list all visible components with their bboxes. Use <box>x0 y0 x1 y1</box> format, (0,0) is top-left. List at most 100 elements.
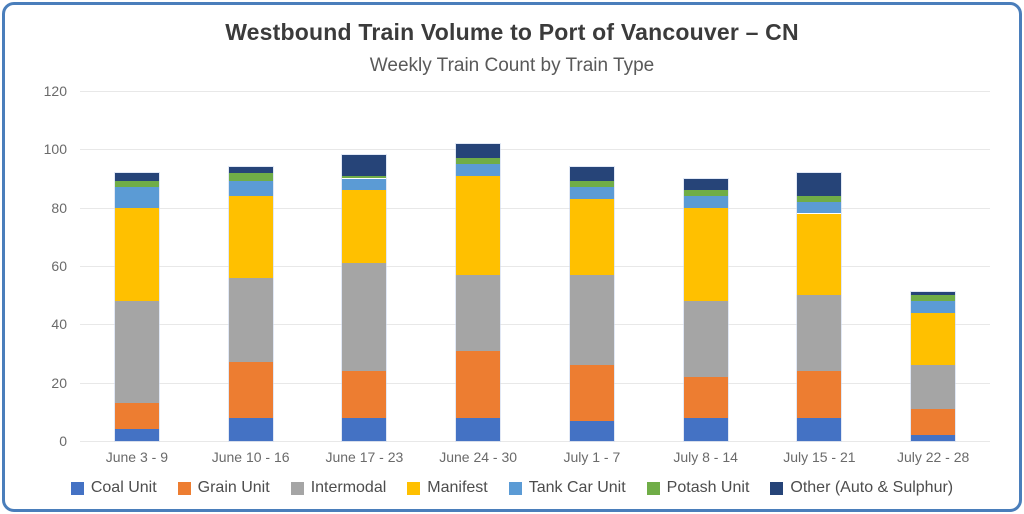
bar-segment <box>114 187 159 208</box>
bar-segment <box>228 181 273 196</box>
bar-segment <box>569 187 614 199</box>
x-axis-tick-label: June 10 - 16 <box>211 449 290 465</box>
bar-segment <box>569 166 614 182</box>
bar-segment <box>456 158 501 164</box>
bar-segment <box>569 274 614 366</box>
bar-segment <box>683 376 728 418</box>
bar-segment <box>797 196 842 202</box>
bar-segment <box>456 350 501 418</box>
bar-segment <box>342 155 387 176</box>
bar-segment <box>456 143 501 159</box>
y-axis-tick-label: 60 <box>51 258 67 274</box>
stacked-bar <box>568 165 615 442</box>
bar-segment <box>569 365 614 421</box>
bar-segment <box>114 172 159 182</box>
chart-subtitle: Weekly Train Count by Train Type <box>369 55 655 76</box>
bar-segment <box>456 163 501 176</box>
legend-swatch-icon <box>770 481 784 495</box>
gridline <box>80 266 990 267</box>
legend-label: Grain Unit <box>197 479 270 496</box>
bar-segment <box>911 292 956 296</box>
x-axis-tick-label: June 24 - 30 <box>439 449 518 465</box>
bar-segment <box>228 166 273 173</box>
bar-segment <box>342 178 387 191</box>
gridline <box>80 324 990 326</box>
legend-swatch-icon <box>70 481 84 495</box>
gridline <box>80 207 990 209</box>
bar-segment <box>342 190 387 264</box>
legend-item: Other (Auto & Sulphur) <box>770 479 953 497</box>
bar-segment <box>228 172 273 182</box>
stacked-bar <box>113 171 160 442</box>
bar-segment <box>114 207 159 301</box>
bar-segment <box>228 196 273 278</box>
bar-segment <box>569 420 614 441</box>
bar-segment <box>683 178 728 191</box>
bar-segment <box>342 263 387 371</box>
bar-segment <box>797 371 842 418</box>
bar-segment <box>683 207 728 301</box>
chart-title: Westbound Train Volume to Port of Vancou… <box>225 19 799 45</box>
gridline <box>80 382 990 384</box>
bar-segment <box>569 198 614 275</box>
bar-segment <box>911 408 956 436</box>
bar-segment <box>342 175 387 179</box>
legend-label: Manifest <box>427 479 488 496</box>
stacked-bar <box>682 177 729 442</box>
bar-segment <box>228 277 273 363</box>
y-axis-tick-label: 120 <box>43 83 67 99</box>
legend-label: Tank Car Unit <box>528 479 626 496</box>
legend-label: Coal Unit <box>90 479 157 496</box>
x-axis-tick-label: July 8 - 14 <box>673 449 738 465</box>
legend-item: Tank Car Unit <box>508 479 626 497</box>
bar-segment <box>797 417 842 441</box>
legend-swatch-icon <box>177 481 191 495</box>
legend-item: Grain Unit <box>177 479 270 497</box>
bar-segment <box>456 175 501 275</box>
stacked-bar <box>341 154 388 442</box>
bar-segment <box>911 301 956 313</box>
bar-segment <box>797 295 842 371</box>
legend-swatch-icon <box>407 481 421 495</box>
bar-segment <box>114 403 159 430</box>
bar-segment <box>683 301 728 377</box>
bar-segment <box>797 201 842 214</box>
gridline <box>80 149 990 151</box>
stacked-bar <box>796 171 843 442</box>
bar-segment <box>797 213 842 296</box>
legend-label: Potash Unit <box>666 479 750 496</box>
legend-item: Intermodal <box>290 479 387 497</box>
legend-swatch-icon <box>646 481 660 495</box>
stacked-bar <box>455 142 502 442</box>
stacked-bar <box>227 165 274 442</box>
y-axis-tick-label: 20 <box>51 374 67 391</box>
legend-label: Other (Auto & Sulphur) <box>790 479 954 496</box>
legend-swatch-icon <box>290 481 304 495</box>
x-axis-tick-label: July 1 - 7 <box>563 449 621 465</box>
bar-segment <box>114 181 159 188</box>
bar-segment <box>114 429 159 441</box>
legend-label: Intermodal <box>310 479 387 496</box>
y-axis-tick-label: 80 <box>51 199 67 216</box>
bar-segment <box>683 190 728 196</box>
bar-segment <box>911 312 956 366</box>
legend-swatch-icon <box>508 481 522 495</box>
legend-item: Potash Unit <box>646 479 750 497</box>
stacked-bar <box>910 291 957 442</box>
bar-segment <box>228 417 273 441</box>
bar-segment <box>683 196 728 208</box>
x-axis-tick-label: July 15 - 21 <box>783 449 856 465</box>
x-axis-tick-label: July 22 - 28 <box>896 449 970 465</box>
y-axis-tick-label: 0 <box>59 433 67 449</box>
bar-segment <box>911 365 956 409</box>
bar-segment <box>342 417 387 441</box>
gridline <box>80 91 990 92</box>
bar-segment <box>569 181 614 188</box>
bar-segment <box>456 417 501 441</box>
bar-segment <box>683 417 728 441</box>
bar-segment <box>114 301 159 404</box>
bar-segment <box>342 371 387 418</box>
x-axis-tick-label: June 17 - 23 <box>325 449 404 465</box>
gridline <box>80 441 990 442</box>
